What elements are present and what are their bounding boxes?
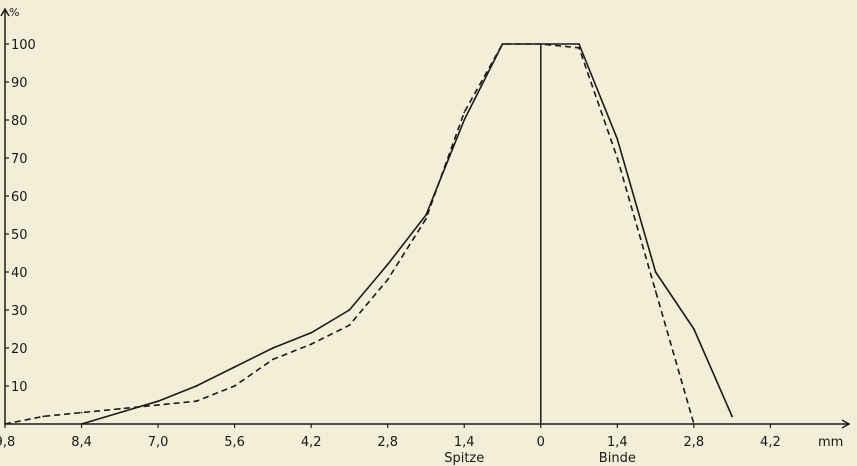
- data-point-dashed: [157, 404, 159, 406]
- data-point-solid: [195, 385, 198, 387]
- y-ticks: 10 20 30 40 50 60 70 80 90 100: [5, 38, 36, 395]
- data-point-dashed: [501, 43, 504, 45]
- data-point-dashed: [616, 157, 619, 159]
- data-point-dashed: [310, 343, 313, 346]
- x-tick-label: 1,4: [607, 435, 628, 450]
- y-tick-label: 10: [11, 380, 28, 395]
- x-axis-arrow: [841, 419, 851, 429]
- data-point-dashed: [578, 46, 580, 49]
- data-point-dashed: [386, 278, 389, 281]
- data-point-solid: [463, 119, 466, 121]
- data-point-dashed: [80, 411, 83, 414]
- x-tick-label: 4,2: [760, 435, 781, 450]
- y-tick-label: 100: [11, 38, 36, 53]
- axes: % mm: [0, 6, 851, 450]
- y-tick-label: 60: [11, 190, 28, 205]
- x-tick-label: 9,8: [0, 435, 15, 450]
- data-point-dashed: [654, 290, 657, 292]
- y-axis-label: %: [9, 6, 19, 19]
- region-labels: Spitze Binde: [444, 451, 636, 466]
- data-point-solid: [616, 138, 619, 140]
- data-point-solid: [731, 415, 734, 418]
- x-tick-label: 5,6: [224, 435, 245, 450]
- data-point-solid: [425, 214, 427, 216]
- data-point-dashed: [4, 423, 6, 425]
- data-point-dashed: [118, 407, 121, 410]
- x-tick-label: 1,4: [454, 435, 475, 450]
- region-label: Spitze: [444, 451, 484, 466]
- data-point-solid: [157, 400, 159, 403]
- data-point-solid: [386, 263, 389, 266]
- y-tick-label: 20: [11, 342, 28, 357]
- data-point-solid: [233, 366, 236, 368]
- series-lines: [4, 43, 734, 425]
- x-ticks: 9,8 8,4 7,0 5,6 4,2 2,8 1,4 0 1,4 2,8 4,2: [0, 424, 781, 450]
- x-tick-label: 8,4: [71, 435, 92, 450]
- data-point-dashed: [233, 385, 236, 387]
- data-point-solid: [578, 43, 580, 45]
- region-label: Binde: [599, 451, 636, 466]
- y-tick-label: 90: [11, 76, 28, 91]
- x-tick-label: 7,0: [148, 435, 169, 450]
- x-tick-label: 0: [537, 435, 545, 450]
- data-point-dashed: [463, 111, 466, 114]
- series-line-dashed: [4, 43, 695, 425]
- data-point-solid: [310, 331, 313, 334]
- data-point-solid: [348, 309, 351, 311]
- data-point-solid: [271, 347, 274, 349]
- y-tick-label: 50: [11, 228, 28, 243]
- y-tick-label: 30: [11, 304, 28, 319]
- x-tick-label: 4,2: [301, 435, 322, 450]
- y-tick-label: 40: [11, 266, 28, 281]
- y-tick-label: 80: [11, 114, 28, 129]
- data-point-dashed: [692, 423, 695, 425]
- x-tick-label: 2,8: [377, 435, 398, 450]
- data-point-dashed: [195, 400, 198, 403]
- data-point-solid: [80, 423, 83, 425]
- data-point-solid: [692, 328, 695, 330]
- data-point-solid: [654, 271, 657, 273]
- data-point-dashed: [271, 358, 274, 361]
- data-point-dashed: [348, 324, 351, 327]
- series-line-solid: [81, 43, 733, 425]
- y-axis-arrow: [0, 7, 10, 17]
- data-point-dashed: [425, 217, 427, 220]
- x-axis-label: mm: [818, 435, 843, 450]
- y-tick-label: 70: [11, 152, 28, 167]
- data-point-dashed: [42, 415, 45, 418]
- x-tick-label: 2,8: [684, 435, 705, 450]
- data-point-dashed: [539, 43, 542, 45]
